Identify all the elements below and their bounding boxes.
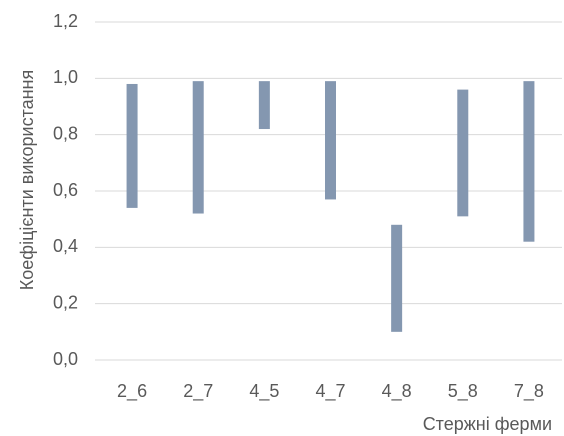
bar (391, 224, 403, 332)
y-tick-label: 0,4 (53, 236, 78, 256)
bar (325, 81, 336, 200)
x-tick-label: 7_8 (514, 381, 544, 402)
x-tick-label: 4_7 (315, 381, 345, 402)
bar (126, 83, 138, 208)
bar (523, 81, 535, 242)
y-tick-label: 1,2 (53, 11, 78, 31)
x-tick-label: 2_6 (117, 381, 147, 402)
bar (457, 89, 469, 217)
bar (192, 81, 204, 214)
x-tick-label: 4_5 (249, 381, 279, 402)
x-tick-label: 4_8 (382, 381, 412, 402)
y-tick-label: 0,6 (53, 180, 78, 200)
y-tick-label: 1,0 (53, 67, 78, 87)
bar (258, 81, 270, 130)
x-axis-title: Стержні ферми (423, 414, 552, 434)
y-axis-title: Коефіцієнти використання (17, 70, 37, 291)
x-tick-label: 2_7 (183, 381, 213, 402)
y-tick-label: 0,8 (53, 123, 78, 143)
x-tick-label: 5_8 (448, 381, 478, 402)
y-tick-label: 0,2 (53, 292, 78, 312)
y-tick-label: 0,0 (53, 349, 78, 369)
